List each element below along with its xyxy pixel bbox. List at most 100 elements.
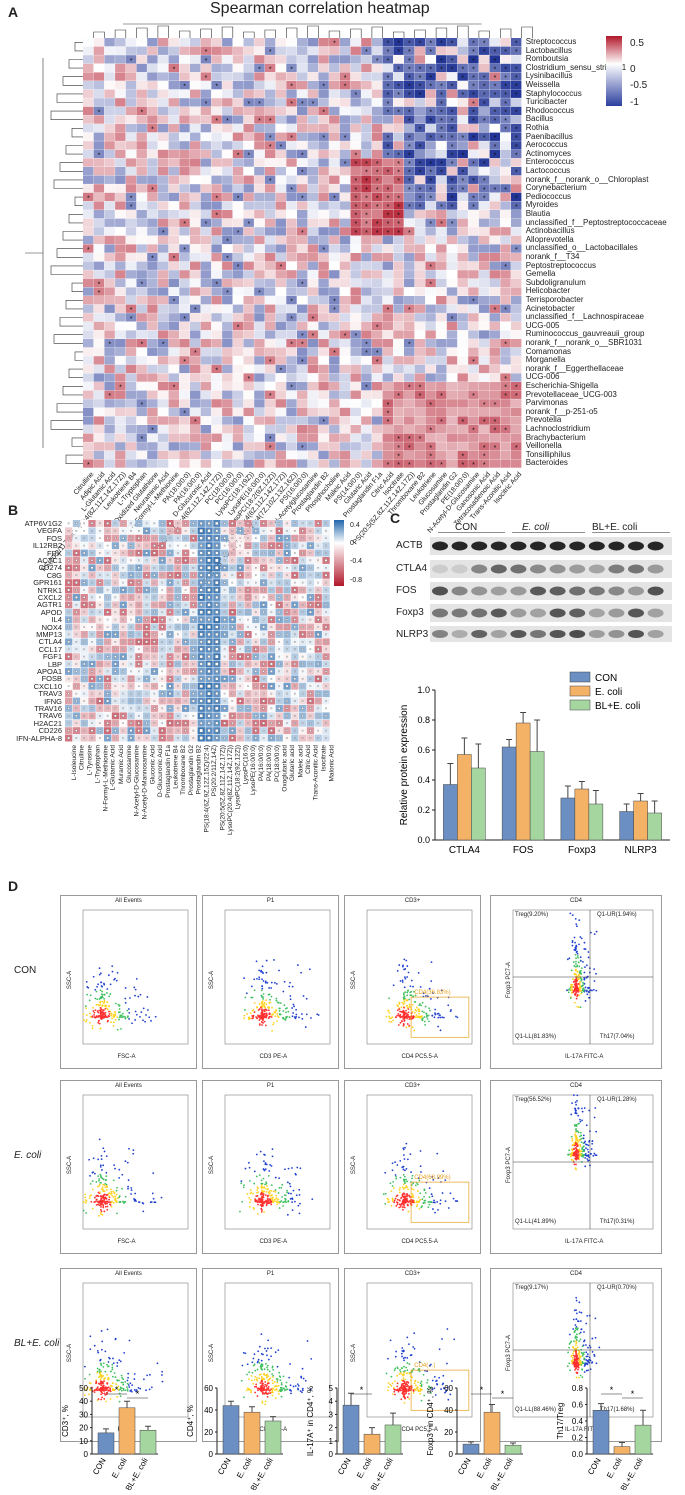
heatmap-cell: [371, 364, 383, 374]
heatmap-cell: [168, 330, 179, 339]
heatmap-cell: [307, 382, 319, 391]
heatmap-marker: [262, 707, 265, 710]
significance-mark: *: [301, 152, 304, 159]
heatmap-cell: [339, 98, 351, 107]
heatmap-marker: [114, 714, 117, 718]
heatmap-marker: [270, 537, 273, 539]
heatmap-cell: [136, 313, 147, 322]
significance-mark: *: [226, 238, 229, 245]
heatmap-cell: [371, 287, 383, 296]
significance-mark: *: [130, 204, 133, 211]
heatmap-cell: [125, 356, 137, 365]
heatmap-cell: [436, 106, 447, 116]
heatmap-marker: [309, 626, 312, 628]
heatmap-cell: [222, 63, 233, 73]
heatmap-cell: [489, 296, 500, 305]
significance-mark: *: [515, 170, 518, 177]
heatmap-cell: [414, 433, 426, 442]
heatmap-cell: [93, 278, 105, 288]
heatmap-marker: [177, 678, 179, 680]
heatmap-cell: [211, 425, 222, 434]
heatmap-cell: [329, 55, 340, 64]
heatmap-marker: [317, 662, 320, 666]
significance-mark: *: [504, 264, 507, 271]
heatmap-cell: [457, 167, 468, 176]
heatmap-marker: [247, 729, 249, 732]
heatmap-cell: [190, 356, 201, 365]
heatmap-marker: [255, 559, 257, 562]
heatmap-cell: [329, 313, 340, 322]
heatmap-cell: [393, 416, 404, 425]
heatmap-cell: [446, 55, 458, 64]
heatmap-marker: [255, 574, 257, 576]
heatmap-cell: [115, 72, 126, 81]
heatmap-marker: [293, 573, 297, 577]
blot-band: [588, 564, 605, 574]
heatmap-cell: [104, 115, 115, 124]
heatmap-cell: [222, 407, 233, 417]
significance-mark: *: [472, 75, 475, 82]
heatmap-marker: [215, 721, 219, 725]
heatmap-cell: [286, 38, 297, 47]
heatmap-cell: [211, 399, 222, 408]
heatmap-cell: [436, 270, 447, 279]
heatmap-marker: [207, 610, 211, 614]
heatmap-cell: [104, 141, 115, 150]
heatmap-marker: [286, 692, 288, 695]
heatmap-cell: [200, 46, 212, 55]
significance-mark: *: [451, 58, 454, 65]
heatmap-cell: [254, 89, 265, 98]
heatmap-cell: [93, 192, 105, 202]
heatmap-marker: [278, 715, 280, 717]
row-label: unclassified_o__Lactobacillales: [525, 243, 638, 253]
significance-mark: *: [515, 393, 518, 400]
heatmap-marker: [153, 648, 156, 651]
heatmap-cell: [286, 373, 297, 382]
heatmap-cell: [382, 373, 393, 382]
heatmap-cell: [232, 201, 244, 210]
blot-band: [530, 630, 546, 638]
heatmap-cell: [361, 296, 372, 305]
heatmap-marker: [91, 537, 93, 539]
heatmap-cell: [446, 433, 458, 442]
heatmap-marker: [160, 729, 164, 732]
heatmap-cell: [200, 399, 212, 408]
heatmap-cell: [404, 201, 415, 210]
row-label: Alloprevotella: [525, 234, 574, 244]
heatmap-cell: [190, 407, 201, 417]
heatmap-marker: [286, 648, 288, 650]
heatmap-cell: [339, 364, 351, 374]
significance-mark: *: [408, 204, 411, 211]
heatmap-cell: [329, 364, 340, 374]
blot-band: [490, 630, 507, 638]
heatmap-cell: [125, 115, 137, 124]
heatmap-cell: [339, 218, 351, 227]
heatmap-marker: [130, 700, 132, 702]
col-label: Citric Acid: [304, 745, 312, 774]
heatmap-cell: [222, 347, 233, 356]
heatmap-marker: [161, 625, 164, 629]
heatmap-cell: [232, 321, 244, 331]
significance-mark: *: [269, 359, 272, 366]
event-dot: [134, 994, 136, 997]
heatmap-cell: [222, 124, 233, 133]
heatmap-cell: [393, 364, 404, 374]
significance-mark: *: [440, 58, 443, 65]
significance-mark: *: [494, 445, 497, 452]
significance-mark: *: [440, 170, 443, 177]
heatmap-cell: [500, 416, 511, 425]
significance-mark: *: [173, 385, 176, 392]
heatmap-cell: [222, 450, 233, 460]
heatmap-cell: [115, 390, 126, 399]
heatmap-marker: [75, 589, 78, 591]
row-label: Pediococcus: [525, 191, 572, 201]
heatmap-marker: [317, 692, 320, 695]
heatmap-cell: [457, 339, 468, 348]
heatmap-cell: [414, 382, 426, 391]
heatmap-cell: [222, 261, 233, 270]
heatmap-cell: [436, 313, 447, 322]
heatmap-cell: [404, 313, 415, 322]
significance-mark: *: [98, 152, 101, 159]
significance-mark: *: [515, 195, 518, 202]
heatmap-cell: [457, 63, 468, 73]
